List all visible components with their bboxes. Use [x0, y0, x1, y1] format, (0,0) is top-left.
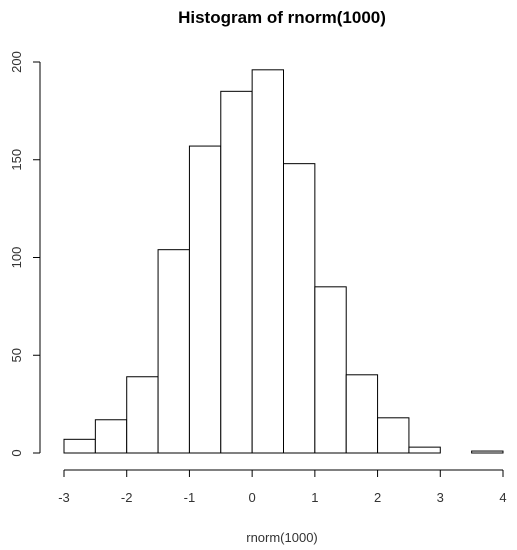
y-tick-label: 50	[9, 348, 24, 362]
y-tick-label: 150	[9, 149, 24, 171]
y-tick-label: 100	[9, 247, 24, 269]
histogram-bar	[251, 69, 284, 454]
x-tick-label: 4	[499, 490, 506, 505]
x-tick-label: -2	[121, 490, 133, 505]
x-axis-label: rnorm(1000)	[246, 530, 318, 545]
histogram-bar	[94, 419, 128, 454]
histogram-bar	[471, 450, 504, 454]
histogram-bar	[377, 417, 410, 454]
histogram-bar	[283, 163, 316, 454]
y-tick-label: 0	[9, 449, 24, 456]
x-tick-label: 0	[249, 490, 256, 505]
histogram-bar	[314, 286, 347, 454]
bars-group	[63, 69, 504, 454]
histogram-bar	[63, 438, 96, 454]
x-tick-label: -3	[58, 490, 70, 505]
x-tick-label: 1	[311, 490, 318, 505]
x-tick-label: 2	[374, 490, 381, 505]
y-axis: 0 50 100 150 200	[9, 51, 41, 457]
histogram-bar	[220, 90, 253, 454]
histogram-bar	[188, 145, 222, 454]
chart-title: Histogram of rnorm(1000)	[178, 8, 386, 27]
x-tick-label: 3	[437, 490, 444, 505]
histogram-bar	[157, 249, 190, 454]
histogram-bar	[126, 376, 159, 454]
x-axis: -3 -2 -1 0 1 2 3 4	[58, 469, 507, 505]
histogram-bar	[345, 374, 379, 454]
histogram-bar	[408, 446, 441, 454]
y-tick-label: 200	[9, 51, 24, 73]
x-tick-label: -1	[184, 490, 196, 505]
